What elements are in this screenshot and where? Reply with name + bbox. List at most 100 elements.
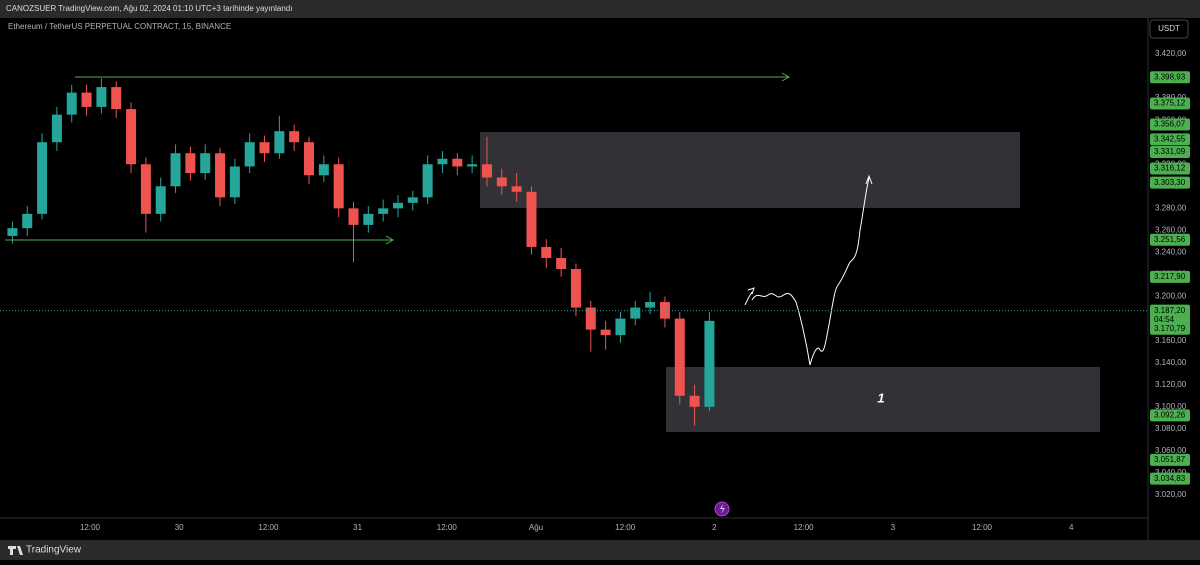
price-badge-label: 3.342,55 xyxy=(1154,134,1186,143)
candle-body xyxy=(437,158,448,165)
candle-body xyxy=(348,208,359,225)
top-bar xyxy=(0,0,1200,18)
time-tick-label: 2 xyxy=(712,523,717,532)
candle-body xyxy=(259,142,270,154)
price-badge xyxy=(1150,162,1190,175)
price-tick-label: 3.260,00 xyxy=(1155,226,1187,235)
price-badge-label: 3.303,30 xyxy=(1154,178,1186,187)
price-badge-label: 3.375,12 xyxy=(1154,99,1186,108)
price-badge-label: 3.034,83 xyxy=(1154,474,1186,483)
price-tick-label: 3.080,00 xyxy=(1155,424,1187,433)
price-badge-label: 3.092,26 xyxy=(1154,410,1186,419)
candle-body xyxy=(526,191,537,247)
price-badge xyxy=(1150,146,1190,159)
candle-body xyxy=(274,131,285,154)
candle-body xyxy=(570,268,581,308)
projection-drawing[interactable] xyxy=(744,174,873,366)
price-badge xyxy=(1150,270,1190,283)
candle-body xyxy=(481,164,492,178)
time-tick-label: 31 xyxy=(353,523,362,532)
candle-body xyxy=(126,109,137,165)
current-price-label: 3.187,20 xyxy=(1154,306,1186,315)
price-badge xyxy=(1150,97,1190,110)
candle-body xyxy=(674,318,685,396)
candle-body xyxy=(363,213,374,225)
currency-label[interactable]: USDT xyxy=(1158,24,1180,33)
candle-body xyxy=(37,142,48,214)
candle-body xyxy=(140,164,151,214)
candle-body xyxy=(289,131,300,143)
candle-body xyxy=(645,302,656,308)
symbol-title[interactable]: Ethereum / TetherUS PERPETUAL CONTRACT, … xyxy=(8,22,231,31)
candle-body xyxy=(556,257,567,269)
price-tick-label: 3.120,00 xyxy=(1155,380,1187,389)
price-tick-label: 3.040,00 xyxy=(1155,468,1187,477)
candle-body xyxy=(422,164,433,198)
horizontal-rays[interactable] xyxy=(5,72,791,245)
price-badge xyxy=(1150,472,1190,485)
time-tick-label: 3 xyxy=(891,523,896,532)
footer-bar xyxy=(0,540,1200,560)
currency-button[interactable] xyxy=(1149,19,1189,39)
candle-body xyxy=(496,177,507,187)
candle-body xyxy=(585,307,596,330)
candle-body xyxy=(200,153,211,174)
price-badge-label: 3.251,56 xyxy=(1154,235,1186,244)
time-tick-label: 12:00 xyxy=(615,523,636,532)
zone-label: 1 xyxy=(877,390,884,405)
price-tick-label: 3.160,00 xyxy=(1155,336,1187,345)
candle-body xyxy=(467,164,478,167)
price-badge xyxy=(1150,133,1190,146)
candle-body xyxy=(215,153,226,198)
candle-body xyxy=(511,186,522,192)
candle-body xyxy=(689,395,700,407)
candle-body xyxy=(155,186,166,214)
candle-body xyxy=(541,246,552,258)
price-tick-label: 3.100,00 xyxy=(1155,402,1187,411)
price-badge xyxy=(1150,176,1190,189)
candle-body xyxy=(96,87,107,107)
candle-body xyxy=(7,228,18,236)
candle-body xyxy=(170,153,181,187)
footer-logo xyxy=(8,546,23,555)
candle-body xyxy=(244,142,255,167)
price-tick-label: 3.060,00 xyxy=(1155,446,1187,455)
candle-body xyxy=(600,329,611,336)
price-tick-label: 3.420,00 xyxy=(1155,49,1187,58)
candle-body xyxy=(333,164,344,209)
candle-body xyxy=(229,166,240,198)
price-badge xyxy=(1150,118,1190,131)
price-tick-label: 3.020,00 xyxy=(1155,490,1187,499)
candle-body xyxy=(704,320,715,407)
time-tick-label: 4 xyxy=(1069,523,1074,532)
price-badge-label: 3.398,93 xyxy=(1154,72,1186,81)
price-badge xyxy=(1150,453,1190,466)
events-bolt xyxy=(720,504,725,514)
price-badge-label: 3.051,87 xyxy=(1154,455,1186,464)
price-tick-label: 3.280,00 xyxy=(1155,203,1187,212)
price-badge-label: 3.316,12 xyxy=(1154,164,1186,173)
candle-body xyxy=(111,87,122,110)
candle-body xyxy=(185,153,196,174)
price-badge xyxy=(1150,71,1190,84)
supply-zone[interactable] xyxy=(480,132,1020,208)
price-badge-label: 3.356,07 xyxy=(1154,120,1186,129)
price-badge xyxy=(1150,409,1190,422)
price-badge-label: 3.170,79 xyxy=(1154,324,1186,333)
candle-body xyxy=(378,208,389,214)
price-tick-label: 3.140,00 xyxy=(1155,358,1187,367)
price-badge xyxy=(1150,233,1190,246)
candle-body xyxy=(392,202,403,209)
time-tick-label: 12:00 xyxy=(437,523,458,532)
price-badge-label: 3.217,90 xyxy=(1154,272,1186,281)
demand-zone[interactable] xyxy=(666,367,1100,432)
time-tick-label: 30 xyxy=(175,523,184,532)
candle-body xyxy=(66,92,77,115)
time-tick-label: 12:00 xyxy=(80,523,101,532)
footer-brand[interactable]: TradingView xyxy=(26,545,82,556)
time-tick-label: 12:00 xyxy=(972,523,993,532)
candle-body xyxy=(407,197,418,203)
candle-body xyxy=(81,92,92,107)
candle-body xyxy=(22,213,33,229)
